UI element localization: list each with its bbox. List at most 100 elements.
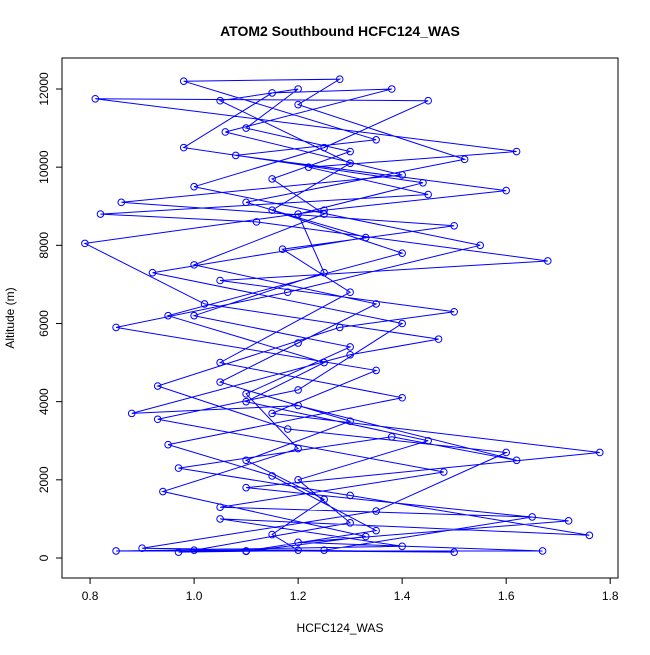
data-point [190, 182, 198, 191]
data-point [268, 206, 276, 214]
data-point [320, 206, 328, 214]
data-point [335, 323, 344, 332]
data-point [346, 147, 354, 156]
y-tick-label: 8000 [37, 232, 51, 259]
data-point [268, 472, 276, 480]
y-tick-label: 2000 [37, 466, 51, 493]
data-point [242, 124, 250, 132]
data-point [585, 531, 594, 540]
data-point [398, 542, 406, 551]
data-point [268, 530, 276, 539]
data-point [179, 77, 188, 85]
data-point [387, 433, 396, 441]
data-point [278, 245, 287, 254]
data-point [190, 261, 198, 269]
data-point [346, 288, 354, 297]
data-point [294, 210, 302, 218]
data-point [361, 532, 370, 541]
data-point [294, 476, 302, 484]
data-point [372, 526, 380, 535]
data-point [361, 233, 370, 242]
data-point [595, 448, 604, 457]
data-point [127, 409, 136, 418]
data-point [304, 163, 313, 171]
data-point [216, 96, 224, 105]
data-point [335, 75, 344, 84]
data-point [242, 483, 250, 492]
data-point [434, 335, 443, 343]
data-point [398, 393, 406, 402]
data-point [372, 366, 380, 375]
data-point [112, 323, 120, 332]
x-tick-label: 1.6 [498, 589, 515, 603]
data-point [424, 436, 432, 445]
y-tick-label: 4000 [37, 388, 51, 415]
data-point [460, 155, 469, 164]
data-point [216, 378, 224, 386]
y-tick-label: 10000 [37, 150, 51, 184]
data-point [294, 401, 302, 410]
data-point [398, 249, 406, 257]
data-point [221, 128, 230, 136]
data-point [112, 547, 120, 555]
data-point [148, 268, 157, 277]
data-point [320, 210, 328, 218]
data-point [294, 546, 302, 554]
data-point [283, 425, 292, 433]
data-point [450, 548, 458, 556]
data-point [294, 85, 302, 93]
x-tick-label: 1.8 [602, 589, 619, 603]
data-point [424, 190, 432, 199]
data-point [283, 288, 292, 297]
data-point [543, 257, 552, 265]
data-point [372, 507, 380, 515]
data-point [117, 198, 126, 207]
data-point [268, 409, 276, 418]
data-point [164, 311, 172, 320]
data-point [242, 198, 250, 207]
x-tick-label: 0.8 [82, 589, 99, 603]
data-point [200, 300, 209, 308]
data-point [242, 390, 250, 398]
data-point [294, 386, 302, 394]
data-point [96, 210, 105, 218]
data-point [242, 547, 250, 556]
plot-frame [61, 57, 619, 579]
data-point [179, 143, 188, 152]
data-point [512, 147, 521, 156]
data-point [346, 159, 354, 168]
data-point [476, 241, 484, 250]
data-point [439, 468, 448, 476]
data-point [216, 515, 224, 523]
data-point [398, 171, 406, 179]
y-tick-label: 0 [37, 554, 51, 561]
data-point [398, 319, 406, 328]
data-point [320, 358, 328, 367]
data-point [320, 495, 328, 504]
chart-title: ATOM2 Southbound HCFC124_WAS [220, 23, 460, 39]
data-point [320, 268, 328, 277]
data-point [174, 464, 183, 472]
x-axis-label: HCFC124_WAS [297, 621, 384, 635]
data-point [528, 513, 536, 521]
data-point [564, 517, 573, 525]
data-point [231, 151, 240, 160]
x-tick-label: 1.2 [290, 589, 307, 603]
data-point [450, 221, 458, 230]
data-point [372, 300, 380, 308]
data-point [216, 276, 224, 285]
data-point [346, 519, 354, 527]
data-point [294, 100, 302, 109]
data-point [372, 136, 380, 144]
data-point [216, 358, 224, 367]
y-tick-label: 12000 [37, 72, 51, 106]
data-point [153, 382, 162, 390]
y-tick-label: 6000 [37, 310, 51, 337]
data-point [502, 186, 510, 195]
data-point [346, 491, 354, 500]
data-point [190, 311, 198, 320]
x-tick-label: 1.4 [394, 589, 411, 603]
data-point [387, 85, 396, 93]
